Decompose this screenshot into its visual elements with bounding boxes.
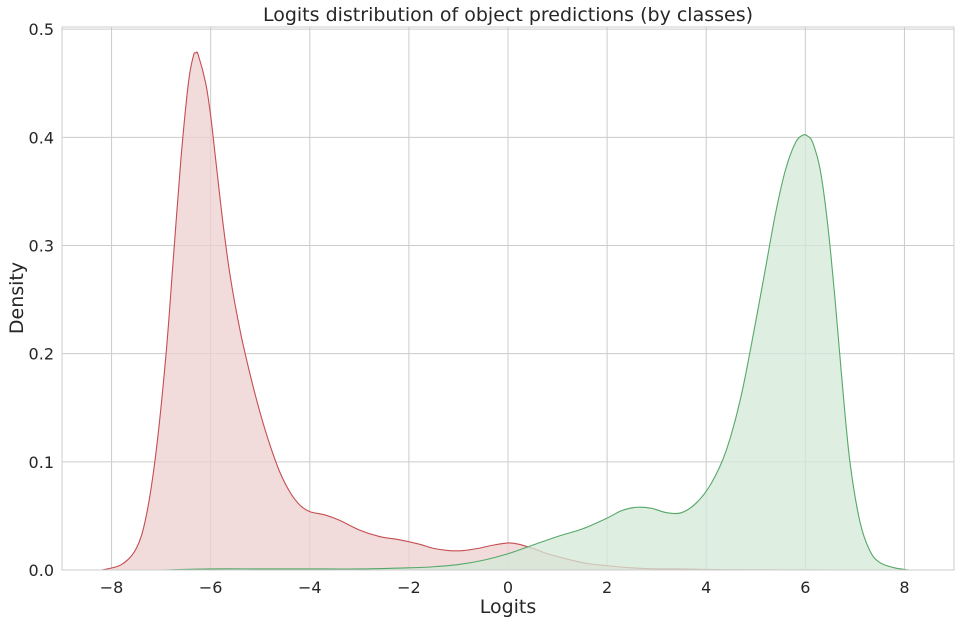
x-tick-label: 4: [701, 578, 711, 597]
plot-frame: [61, 26, 955, 571]
y-tick-label: 0.5: [29, 20, 54, 39]
x-tick-label: −8: [100, 578, 124, 597]
density-line-1: [161, 134, 910, 571]
x-tick-label: −6: [199, 578, 223, 597]
y-tick-label: 0.4: [29, 128, 54, 147]
density-series: [101, 51, 910, 571]
x-tick-label: 0: [503, 578, 513, 597]
chart-title: Logits distribution of object prediction…: [263, 4, 753, 26]
x-tick-label: −2: [397, 578, 421, 597]
y-tick-label: 0.1: [29, 453, 54, 472]
tick-labels: −8 −6 −4 −2 0 2 4 6 8 0.0 0.1 0.2 0.3 0.4 0.5: [29, 20, 910, 597]
y-axis-label: Density: [6, 262, 28, 334]
x-tick-label: 6: [800, 578, 810, 597]
x-tick-label: 8: [899, 578, 909, 597]
y-tick-label: 0.0: [29, 561, 54, 580]
y-tick-label: 0.2: [29, 345, 54, 364]
x-tick-label: −4: [298, 578, 322, 597]
density-area-0: [101, 52, 855, 570]
x-axis-label: Logits: [480, 596, 537, 618]
x-tick-label: 2: [602, 578, 612, 597]
y-tick-label: 0.3: [29, 236, 54, 255]
